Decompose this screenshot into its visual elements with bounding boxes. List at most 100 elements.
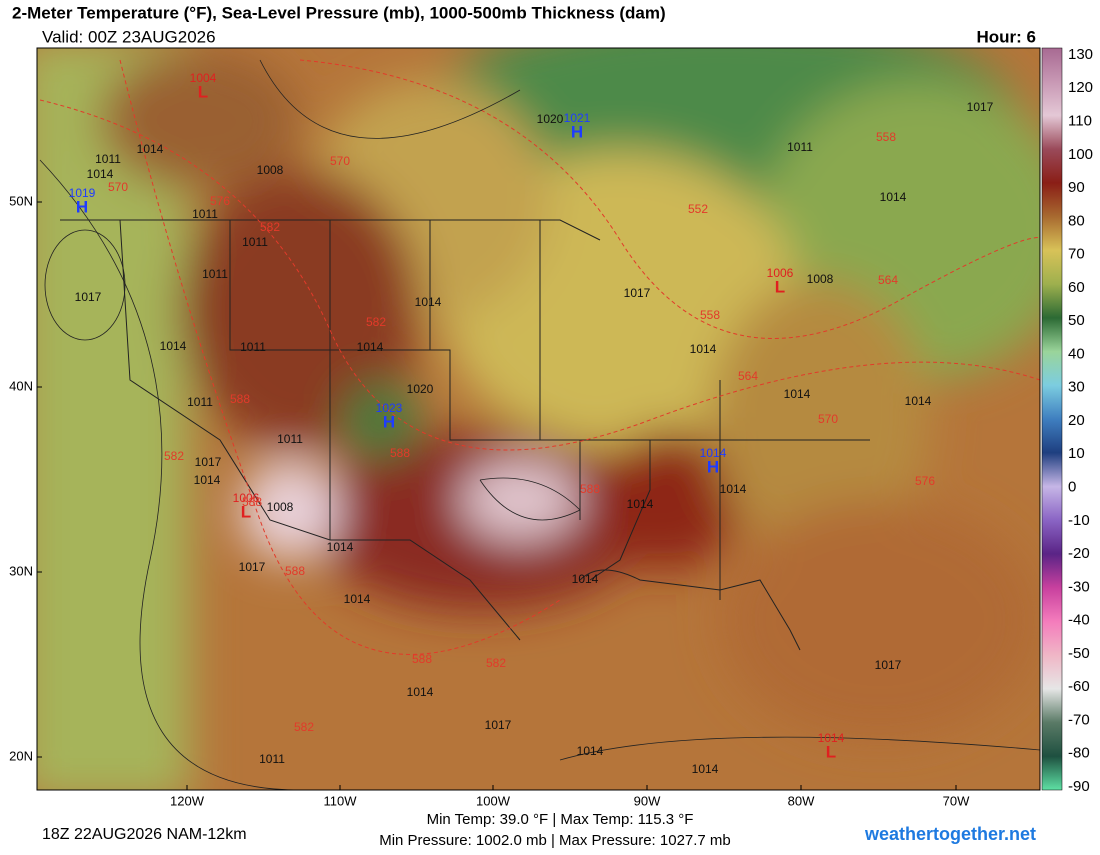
thickness-label: 576 <box>210 194 230 208</box>
center-value: 1006 <box>767 266 794 280</box>
colorbar-label: 50 <box>1068 312 1085 329</box>
thickness-label: 576 <box>915 474 935 488</box>
isobar-label: 1011 <box>192 207 218 221</box>
thickness-label: 588 <box>390 446 410 460</box>
isobar-label: 1014 <box>690 342 717 356</box>
isobar-label: 1014 <box>572 572 599 586</box>
isobar-label: 1014 <box>357 340 384 354</box>
colorbar-label: 60 <box>1068 279 1085 296</box>
colorbar-label: 10 <box>1068 445 1085 462</box>
map-frame <box>36 47 1041 791</box>
isobar-label: 1014 <box>577 744 604 758</box>
isobar-label: 1017 <box>75 290 102 304</box>
isobar-label: 1014 <box>160 339 187 353</box>
forecast-hour: Hour: 6 <box>977 27 1037 46</box>
colorbar-label: 80 <box>1068 212 1085 229</box>
lat-label: 40N <box>9 378 33 393</box>
thickness-label: 558 <box>700 308 720 322</box>
center-letter: H <box>571 122 583 141</box>
isobar-label: 1008 <box>257 163 284 177</box>
colorbar-label: -60 <box>1068 678 1090 695</box>
thickness-label: 588 <box>580 482 600 496</box>
lon-label: 70W <box>943 793 970 808</box>
isobar-label: 1017 <box>195 455 222 469</box>
thickness-label: 582 <box>294 720 314 734</box>
thickness-label: 582 <box>164 449 184 463</box>
colorbar-label: 70 <box>1068 246 1085 263</box>
isobar-label: 1014 <box>87 167 114 181</box>
valid-time: Valid: 00Z 23AUG2026 <box>42 27 216 46</box>
isobar-label: 1017 <box>624 286 651 300</box>
center-value: 1004 <box>190 71 217 85</box>
center-letter: H <box>76 197 88 216</box>
isobar-label: 1014 <box>692 762 719 776</box>
colorbar-label: -50 <box>1068 645 1090 662</box>
thickness-label: 558 <box>876 130 896 144</box>
isobar-label: 1014 <box>880 190 907 204</box>
isobar-label: 1011 <box>259 752 285 766</box>
isobar-label: 1017 <box>485 718 512 732</box>
isobar-label: 1014 <box>784 387 811 401</box>
pressure-range: Min Pressure: 1002.0 mb | Max Pressure: … <box>379 832 731 849</box>
colorbar-label: 0 <box>1068 479 1076 496</box>
model-run: 18Z 22AUG2026 NAM-12km <box>42 826 247 843</box>
colorbar <box>1041 47 1063 791</box>
center-letter: L <box>775 277 785 296</box>
colorbar-label: 110 <box>1068 113 1092 130</box>
lat-label: 30N <box>9 563 33 578</box>
colorbar-label: 90 <box>1068 179 1085 196</box>
thickness-label: 582 <box>486 656 506 670</box>
title: 2-Meter Temperature (°F), Sea-Level Pres… <box>12 3 666 22</box>
isobars <box>39 59 1040 790</box>
center-letter: L <box>241 502 251 521</box>
isobar-label: 1017 <box>967 100 994 114</box>
isobar-label: 1014 <box>627 497 654 511</box>
colorbar-label: 100 <box>1068 146 1093 163</box>
lat-label: 50N <box>9 193 33 208</box>
thickness-label: 552 <box>688 202 708 216</box>
site-credit: weathertogether.net <box>864 824 1036 844</box>
isobar-label: 1011 <box>787 140 813 154</box>
center-value: 1014 <box>818 731 845 745</box>
colorbar-label: 120 <box>1068 79 1093 96</box>
thickness-label: 588 <box>285 564 305 578</box>
isobar-label: 1011 <box>277 432 303 446</box>
center-letter: L <box>198 82 208 101</box>
map-field <box>37 48 1040 790</box>
colorbar-label: -80 <box>1068 745 1090 762</box>
thickness-label: 588 <box>412 652 432 666</box>
temp-range: Min Temp: 39.0 °F | Max Temp: 115.3 °F <box>427 811 694 828</box>
isobar-label: 1014 <box>344 592 371 606</box>
boundaries <box>60 219 870 651</box>
colorbar-label: -10 <box>1068 512 1090 529</box>
thickness-contours <box>39 59 1040 655</box>
colorbar-label: 30 <box>1068 379 1085 396</box>
lon-label: 100W <box>476 793 511 808</box>
isobar-label: 1008 <box>267 500 294 514</box>
colorbar-label: 20 <box>1068 412 1085 429</box>
colorbar-label: 40 <box>1068 345 1085 362</box>
center-letter: L <box>826 742 836 761</box>
isobar-label: 1011 <box>187 395 213 409</box>
isobar-label: 1020 <box>537 112 564 126</box>
center-value: 1019 <box>69 186 96 200</box>
thickness-label: 570 <box>818 412 838 426</box>
colorbar-label: -70 <box>1068 711 1090 728</box>
isobar-label: 1011 <box>240 340 266 354</box>
isobar-label: 1014 <box>415 295 442 309</box>
isobar-label: 1011 <box>242 235 268 249</box>
center-value: 1021 <box>564 111 591 125</box>
isobar-label: 1011 <box>202 267 228 281</box>
lon-label: 110W <box>324 793 358 808</box>
isobar-label: 1011 <box>95 152 121 166</box>
center-letter: H <box>707 457 719 476</box>
isobar-label: 1017 <box>875 658 902 672</box>
colorbar-label: -30 <box>1068 578 1090 595</box>
thickness-label: 564 <box>878 273 898 287</box>
isobar-label: 1014 <box>327 540 354 554</box>
isobar-label: 1017 <box>239 560 266 574</box>
thickness-label: 570 <box>330 154 350 168</box>
isobar-label: 1020 <box>407 382 434 396</box>
colorbar-label: -40 <box>1068 612 1090 629</box>
